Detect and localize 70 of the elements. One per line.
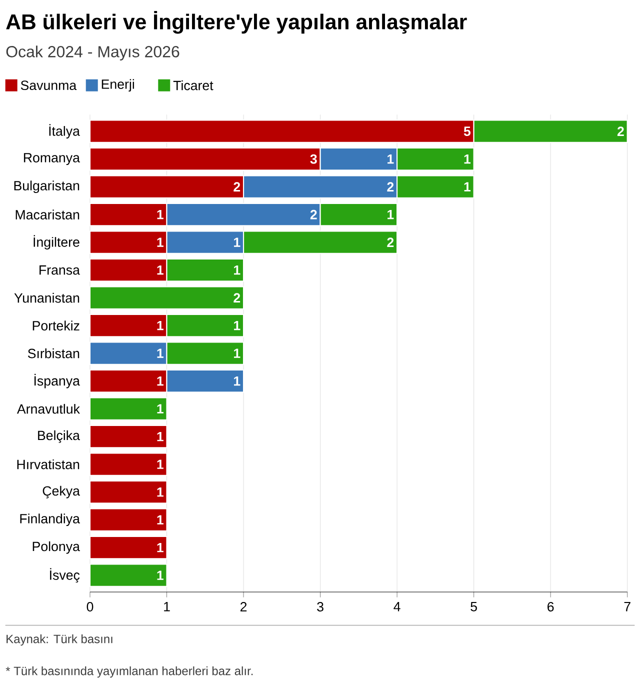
y-tick-label: Romanya (24, 153, 80, 166)
data-label: 1 (234, 348, 240, 358)
bar (89, 452, 168, 476)
data-label: 1 (388, 210, 394, 220)
data-label: 1 (157, 265, 164, 275)
x-tick-label: 1 (164, 602, 170, 612)
data-label: 1 (464, 182, 471, 192)
bar (89, 564, 168, 587)
y-tick-label: Yunanistan (14, 292, 80, 303)
data-label: 1 (157, 404, 164, 414)
data-label: 1 (157, 376, 164, 386)
chart-title: AB ülkeleri ve İngiltere'yle yapılan anlaşmalar (6, 10, 467, 34)
data-label: 1 (157, 320, 164, 330)
x-tick-label: 7 (624, 602, 630, 612)
data-label: 1 (157, 210, 164, 220)
data-label: 1 (157, 487, 164, 497)
data-label: 1 (234, 238, 240, 247)
data-label: 1 (234, 320, 240, 330)
data-label: 1 (157, 348, 164, 358)
bar (89, 397, 168, 420)
x-tick-label: 0 (86, 602, 94, 612)
bar (89, 286, 244, 310)
x-tick-label: 4 (394, 602, 400, 612)
y-tick-label: Sırbistan (28, 348, 80, 358)
data-label: 1 (234, 265, 240, 275)
y-tick-label: Finlandiya (20, 514, 80, 526)
data-label: 2 (387, 238, 394, 247)
text: Kaynak: Türk basını (6, 634, 112, 646)
y-tick-label: Belçika (38, 430, 80, 443)
y-tick-label: İsveç (50, 568, 80, 583)
bar (89, 480, 168, 504)
y-tick-label: Çekya (42, 486, 80, 498)
bar (89, 508, 168, 532)
chart-subtitle: Ocak 2024 - Mayıs 2026 (6, 46, 180, 61)
data-label: 1 (157, 543, 164, 552)
y-tick-label: Polonya (32, 541, 80, 554)
data-label: 1 (464, 154, 471, 164)
y-tick-label: İspanya (34, 374, 80, 388)
data-label: 2 (310, 210, 317, 220)
x-tick-label: 3 (317, 602, 324, 612)
y-tick-label: Macaristan (16, 210, 80, 220)
y-tick-label: Portekiz (32, 320, 80, 330)
data-label: 1 (157, 432, 164, 442)
data-label: 1 (388, 154, 394, 164)
data-label: 2 (617, 126, 624, 136)
legend-label: Ticaret (173, 80, 214, 90)
y-tick-label: Arnavutluk (16, 404, 80, 414)
data-label: 2 (234, 182, 240, 192)
y-tick-label: Bulgaristan (14, 180, 80, 194)
y-tick-label: Fransa (40, 265, 80, 275)
y-tick-label: İngiltere (34, 235, 80, 250)
data-label: 1 (157, 515, 164, 524)
legend-label: Savunma (20, 80, 77, 90)
data-label: 2 (387, 182, 394, 192)
data-label: 1 (157, 238, 164, 247)
x-tick-label: 6 (548, 602, 554, 612)
data-label: 3 (310, 154, 317, 164)
data-label: 1 (157, 460, 164, 469)
y-tick-label: İtalya (49, 124, 80, 138)
bar (89, 424, 168, 448)
x-tick-label: 5 (470, 602, 477, 612)
legend-label: Enerji (102, 79, 134, 92)
x-tick-label: 2 (240, 602, 247, 612)
bar (89, 536, 168, 560)
data-label: 1 (234, 376, 240, 386)
text: * Türk basınında yayımlanan haberleri baz alır. (6, 666, 253, 678)
y-tick-label: Hırvatistan (17, 459, 80, 470)
data-label: 1 (157, 570, 164, 580)
data-label: 2 (234, 293, 240, 302)
data-label: 5 (464, 126, 471, 136)
